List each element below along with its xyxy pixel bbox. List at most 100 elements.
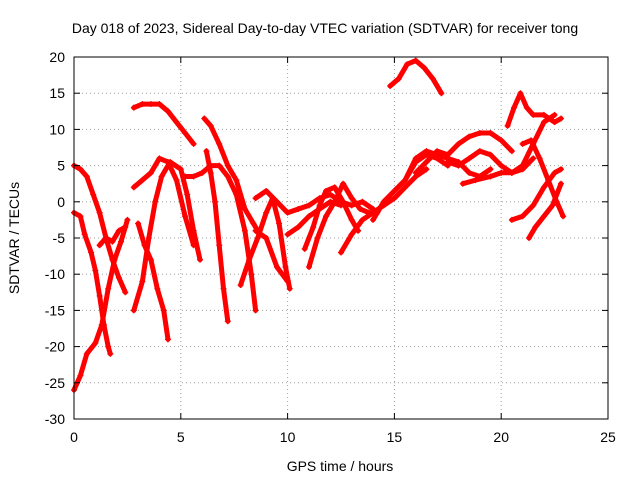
series-sat-z <box>508 166 565 223</box>
data-point <box>276 220 283 227</box>
series-sat-h <box>135 220 171 343</box>
data-point <box>156 101 163 108</box>
data-point <box>359 216 366 223</box>
data-point <box>286 285 293 292</box>
data-point <box>540 213 547 220</box>
data-point <box>135 220 142 227</box>
data-point <box>508 216 515 223</box>
series-sat-ab <box>525 180 565 241</box>
data-point <box>147 256 154 263</box>
data-point <box>130 104 137 111</box>
data-point <box>412 169 419 176</box>
series-sat-e <box>130 101 197 147</box>
data-point <box>412 155 419 162</box>
data-point <box>224 173 231 180</box>
y-tick-label: -25 <box>45 375 65 391</box>
data-point <box>438 90 445 97</box>
data-point <box>145 235 152 241</box>
data-point <box>429 75 436 82</box>
y-tick-label: -15 <box>45 302 65 318</box>
series-trace <box>182 163 259 313</box>
data-point <box>387 82 394 89</box>
series-trace <box>131 159 203 313</box>
data-point <box>252 307 259 314</box>
data-point <box>109 238 116 245</box>
data-point <box>444 158 451 165</box>
data-point <box>487 151 494 158</box>
data-point <box>340 180 347 187</box>
data-point <box>273 198 280 205</box>
data-point <box>164 158 171 165</box>
data-point <box>498 137 505 144</box>
data-point <box>154 285 161 292</box>
data-point <box>455 140 462 147</box>
data-point <box>459 180 466 187</box>
data-point <box>182 130 189 137</box>
data-point <box>530 202 537 209</box>
data-point <box>508 148 515 155</box>
y-tick-label: 0 <box>57 194 65 210</box>
data-point <box>434 148 441 155</box>
x-tick-label: 25 <box>600 429 616 445</box>
data-point <box>316 202 323 209</box>
data-point <box>90 191 97 198</box>
y-axis-label: SDTVAR / TECUs <box>6 182 22 294</box>
data-point <box>370 216 377 223</box>
x-tick-label: 0 <box>70 429 78 445</box>
data-point <box>130 184 137 191</box>
data-point <box>190 242 197 249</box>
data-point <box>530 155 537 162</box>
data-point <box>216 140 223 147</box>
data-point <box>241 227 248 234</box>
data-point <box>160 307 167 314</box>
series-sat-t <box>387 57 445 97</box>
series-sat-q <box>305 180 381 270</box>
data-point <box>130 307 137 314</box>
data-point <box>549 202 556 209</box>
data-point <box>487 173 494 180</box>
data-point <box>164 336 171 343</box>
data-point <box>412 57 419 64</box>
data-point <box>558 115 565 122</box>
data-point <box>246 256 253 263</box>
series-sat-g <box>130 155 197 249</box>
x-tick-label: 5 <box>177 429 185 445</box>
series-trace <box>387 58 444 96</box>
series-trace <box>135 221 171 342</box>
data-point <box>139 278 146 285</box>
data-point <box>184 191 191 198</box>
data-point <box>305 213 312 220</box>
data-point <box>525 235 532 241</box>
data-point <box>92 339 99 346</box>
data-point <box>96 242 103 249</box>
data-point <box>331 198 338 205</box>
data-point <box>81 231 88 238</box>
series-sat-s <box>370 151 451 223</box>
data-point <box>455 162 462 169</box>
data-point <box>508 169 515 176</box>
y-tick-label: -10 <box>45 266 65 282</box>
data-point <box>224 162 231 169</box>
data-point <box>519 140 526 147</box>
data-point <box>147 169 154 176</box>
series-sat-u <box>402 148 494 184</box>
data-point <box>282 263 289 270</box>
data-point <box>263 235 270 241</box>
chart-title: Day 018 of 2023, Sidereal Day-to-day VTE… <box>72 20 578 36</box>
data-point <box>241 206 248 213</box>
data-point <box>190 173 197 180</box>
data-point <box>111 256 118 263</box>
series-trace <box>338 166 429 255</box>
series-trace <box>253 188 376 216</box>
data-point <box>498 169 505 176</box>
data-point <box>263 187 270 194</box>
data-point <box>207 122 214 129</box>
series-sat-m <box>252 227 291 285</box>
y-tick-label: -30 <box>45 411 65 427</box>
data-point <box>177 166 184 173</box>
data-point <box>301 245 308 252</box>
data-point <box>156 155 163 162</box>
data-series <box>71 57 567 394</box>
data-point <box>273 263 280 270</box>
data-point <box>164 108 171 115</box>
